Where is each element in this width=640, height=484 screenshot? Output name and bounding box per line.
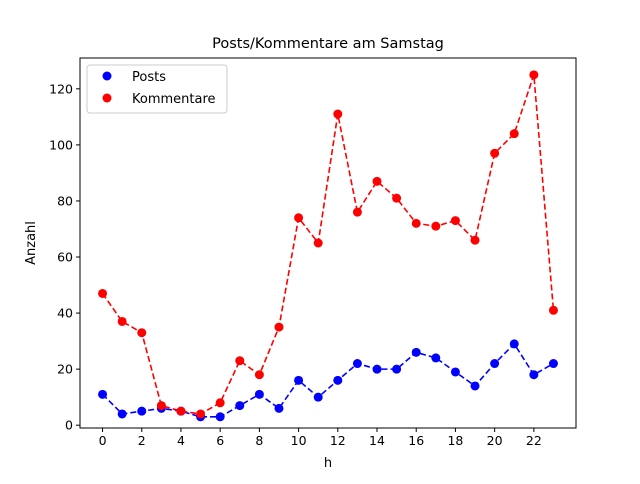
data-point-kommentare	[352, 207, 362, 217]
chart-title: Posts/Kommentare am Samstag	[212, 36, 444, 52]
x-tick-label: 0	[99, 433, 107, 448]
data-point-posts	[392, 364, 402, 374]
x-tick-label: 18	[447, 433, 463, 448]
data-point-kommentare	[235, 356, 245, 366]
data-point-kommentare	[372, 176, 382, 186]
legend-marker-posts	[102, 71, 112, 81]
data-point-posts	[117, 409, 127, 419]
data-point-kommentare	[529, 70, 539, 80]
y-axis-label: Anzahl	[24, 221, 39, 265]
x-axis-label: h	[324, 456, 332, 471]
x-tick-label: 20	[487, 433, 503, 448]
data-point-kommentare	[333, 109, 343, 119]
data-point-posts	[98, 389, 108, 399]
data-point-kommentare	[450, 216, 460, 226]
x-tick-label: 8	[255, 433, 263, 448]
data-point-kommentare	[509, 129, 519, 139]
x-tick-label: 6	[216, 433, 224, 448]
data-point-posts	[352, 359, 362, 369]
y-axis: 0 20 40 60 80 100 120	[49, 81, 80, 433]
data-point-posts	[235, 401, 245, 411]
data-point-posts	[274, 403, 284, 413]
series-layer	[98, 70, 558, 422]
data-point-kommentare	[431, 221, 441, 231]
data-point-posts	[254, 389, 264, 399]
data-point-kommentare	[176, 406, 186, 416]
legend: Posts Kommentare	[86, 64, 228, 114]
y-tick-label: 60	[57, 250, 73, 265]
data-point-kommentare	[294, 213, 304, 223]
y-tick-label: 120	[49, 81, 73, 96]
x-tick-label: 16	[408, 433, 424, 448]
y-tick-label: 100	[49, 137, 73, 152]
x-tick-label: 22	[526, 433, 542, 448]
data-point-posts	[372, 364, 382, 374]
y-tick-label: 0	[65, 418, 73, 433]
data-point-posts	[215, 412, 225, 422]
x-tick-label: 10	[291, 433, 307, 448]
x-tick-label: 2	[138, 433, 146, 448]
data-point-kommentare	[313, 238, 323, 248]
data-point-kommentare	[196, 409, 206, 419]
data-point-kommentare	[137, 328, 147, 338]
data-point-posts	[490, 359, 500, 369]
data-point-kommentare	[254, 370, 264, 380]
legend-marker-kommentare	[102, 93, 112, 103]
data-point-posts	[529, 370, 539, 380]
data-point-posts	[548, 359, 558, 369]
y-tick-label: 80	[57, 193, 73, 208]
plot-frame	[79, 57, 577, 429]
x-tick-label: 4	[177, 433, 185, 448]
data-point-kommentare	[274, 322, 284, 332]
data-point-kommentare	[117, 316, 127, 326]
data-point-posts	[509, 339, 519, 349]
data-point-posts	[294, 375, 304, 385]
data-point-kommentare	[98, 288, 108, 298]
data-point-posts	[137, 406, 147, 416]
legend-box	[86, 64, 228, 114]
data-point-kommentare	[215, 398, 225, 408]
data-point-kommentare	[392, 193, 402, 203]
data-point-posts	[411, 347, 421, 357]
x-tick-label: 12	[330, 433, 346, 448]
legend-label-posts: Posts	[132, 70, 166, 85]
data-point-kommentare	[490, 148, 500, 158]
x-axis: 0 2 4 6 8 10 12 14 16 18 20 22	[99, 428, 542, 448]
data-point-kommentare	[411, 218, 421, 228]
legend-label-kommentare: Kommentare	[132, 92, 216, 107]
data-point-posts	[450, 367, 460, 377]
data-point-kommentare	[156, 401, 166, 411]
data-point-kommentare	[548, 305, 558, 315]
data-point-posts	[333, 375, 343, 385]
data-point-posts	[431, 353, 441, 363]
data-point-posts	[313, 392, 323, 402]
data-point-kommentare	[470, 235, 480, 245]
data-point-posts	[470, 381, 480, 391]
y-tick-label: 20	[57, 362, 73, 377]
x-tick-label: 14	[369, 433, 385, 448]
y-tick-label: 40	[57, 306, 73, 321]
